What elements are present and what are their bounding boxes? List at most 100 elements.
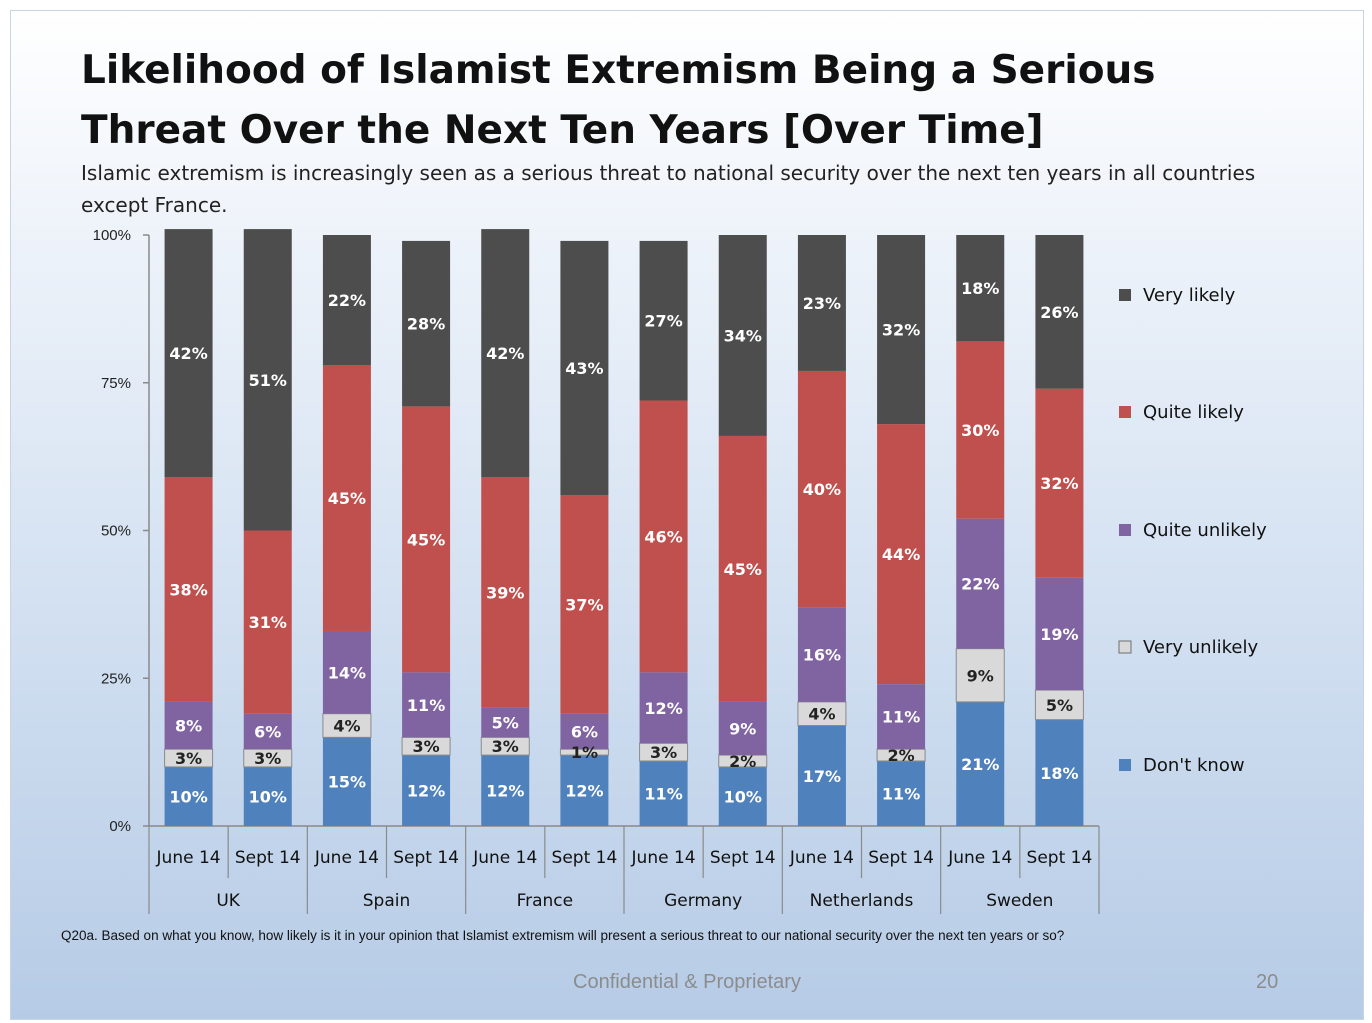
x-group-label: France bbox=[517, 891, 574, 911]
bar-segment bbox=[243, 530, 292, 714]
bar-segment bbox=[639, 240, 688, 401]
data-label: 22% bbox=[961, 575, 999, 594]
legend-swatch bbox=[1118, 640, 1132, 654]
data-label: 3% bbox=[412, 737, 439, 756]
data-label: 9% bbox=[967, 666, 994, 685]
data-label: 5% bbox=[1046, 696, 1073, 715]
data-label: 2% bbox=[729, 752, 756, 771]
bar-segment bbox=[956, 518, 1005, 649]
legend-swatch bbox=[1119, 524, 1131, 536]
bar-segment bbox=[956, 235, 1005, 342]
x-tick-label: June 14 bbox=[631, 848, 696, 868]
data-label: 45% bbox=[407, 530, 445, 549]
x-tick-label: June 14 bbox=[156, 848, 221, 868]
data-label: 9% bbox=[729, 719, 756, 738]
legend-label: Very unlikely bbox=[1143, 637, 1258, 658]
bar-segment bbox=[243, 229, 292, 531]
data-label: 46% bbox=[644, 527, 682, 546]
bar-segment bbox=[956, 341, 1005, 519]
data-label: 16% bbox=[803, 646, 841, 665]
x-tick-label: Sept 14 bbox=[552, 848, 618, 868]
x-tick-label: Sept 14 bbox=[235, 848, 301, 868]
bar-segment bbox=[560, 755, 609, 826]
data-label: 28% bbox=[407, 315, 445, 334]
bar-segment bbox=[164, 477, 213, 702]
data-label: 42% bbox=[169, 344, 207, 363]
bar-segment bbox=[164, 229, 213, 478]
slide: Likelihood of Islamist Extremism Being a… bbox=[10, 10, 1364, 1020]
data-label: 19% bbox=[1040, 625, 1078, 644]
data-label: 30% bbox=[961, 421, 999, 440]
bar-segment bbox=[1035, 235, 1084, 389]
y-tick-label: 0% bbox=[109, 818, 131, 835]
data-label: 45% bbox=[724, 560, 762, 579]
data-label: 10% bbox=[249, 787, 287, 806]
question-footnote: Q20a. Based on what you know, how likely… bbox=[61, 928, 1065, 943]
bar-segment bbox=[877, 760, 926, 826]
bar-segment bbox=[322, 713, 372, 738]
data-label: 14% bbox=[328, 663, 366, 682]
data-label: 10% bbox=[724, 787, 762, 806]
data-label: 18% bbox=[1040, 764, 1078, 783]
data-label: 39% bbox=[486, 584, 524, 603]
data-label: 12% bbox=[565, 782, 603, 801]
data-label: 6% bbox=[254, 722, 281, 741]
data-label: 4% bbox=[808, 705, 835, 724]
legend-swatch bbox=[1119, 289, 1131, 301]
x-group-label: Spain bbox=[363, 891, 411, 911]
bar-segment bbox=[639, 400, 688, 673]
bar-segment bbox=[481, 477, 530, 708]
y-tick-label: 25% bbox=[101, 670, 131, 687]
x-group-label: Sweden bbox=[986, 891, 1053, 911]
data-label: 26% bbox=[1040, 303, 1078, 322]
bar-segment bbox=[164, 766, 213, 826]
x-group-label: Germany bbox=[664, 891, 742, 911]
data-label: 4% bbox=[333, 717, 360, 736]
chart-x-axis: June 14 Sept 14 June 14 Sept 14 June 14 Sept … bbox=[148, 826, 1100, 914]
y-tick-label: 100% bbox=[93, 227, 131, 244]
data-label: 38% bbox=[169, 581, 207, 600]
bar-segment bbox=[481, 229, 530, 478]
bar-segment bbox=[560, 240, 609, 496]
data-label: 27% bbox=[644, 312, 682, 331]
bar-segment bbox=[243, 766, 292, 826]
confidential-footer: Confidential & Proprietary bbox=[573, 971, 801, 993]
slide-title: Likelihood of Islamist Extremism Being a… bbox=[81, 48, 1156, 153]
legend-label: Don't know bbox=[1143, 755, 1245, 776]
bar-segment bbox=[481, 707, 530, 738]
data-label: 45% bbox=[328, 489, 366, 508]
data-label: 11% bbox=[882, 708, 920, 727]
data-label: 31% bbox=[249, 613, 287, 632]
chart-bars bbox=[164, 229, 1084, 826]
bar-segment bbox=[560, 495, 609, 714]
stacked-bar-chart: 100% 75% 50% 25% 0% 10% 3% 8% 38% 42% 10% 3% 6% 31% 5… bbox=[93, 227, 1267, 914]
data-label: 44% bbox=[882, 545, 920, 564]
data-label: 8% bbox=[175, 717, 202, 736]
x-tick-label: Sept 14 bbox=[868, 848, 934, 868]
data-label: 3% bbox=[650, 743, 677, 762]
legend-label: Quite likely bbox=[1143, 402, 1244, 423]
bar-segment bbox=[718, 766, 767, 826]
page-number: 20 bbox=[1256, 971, 1279, 993]
y-tick-label: 50% bbox=[101, 523, 131, 540]
data-label: 3% bbox=[254, 749, 281, 768]
bar-segment bbox=[877, 684, 926, 750]
bar-segment bbox=[797, 370, 846, 608]
x-tick-label: Sept 14 bbox=[393, 848, 459, 868]
bar-segment bbox=[877, 235, 926, 425]
x-tick-label: June 14 bbox=[947, 848, 1012, 868]
bar-segment bbox=[956, 701, 1005, 826]
bar-segment bbox=[718, 701, 767, 756]
bar-segment bbox=[1034, 689, 1084, 721]
chart-data-labels: 10% 3% 8% 38% 42% 10% 3% 6% 31% 51% 15% 4% 14% 45% 22%… bbox=[169, 279, 1078, 806]
data-label: 11% bbox=[644, 784, 682, 803]
bar-segment bbox=[164, 701, 213, 750]
data-label: 21% bbox=[961, 755, 999, 774]
legend-swatch bbox=[1119, 759, 1131, 771]
legend-label: Very likely bbox=[1143, 285, 1236, 306]
x-group-label: UK bbox=[216, 891, 240, 911]
bar-segment bbox=[402, 755, 451, 826]
bar-segment bbox=[322, 365, 371, 631]
legend-label: Quite unlikely bbox=[1143, 520, 1267, 541]
legend-swatch bbox=[1119, 406, 1131, 418]
